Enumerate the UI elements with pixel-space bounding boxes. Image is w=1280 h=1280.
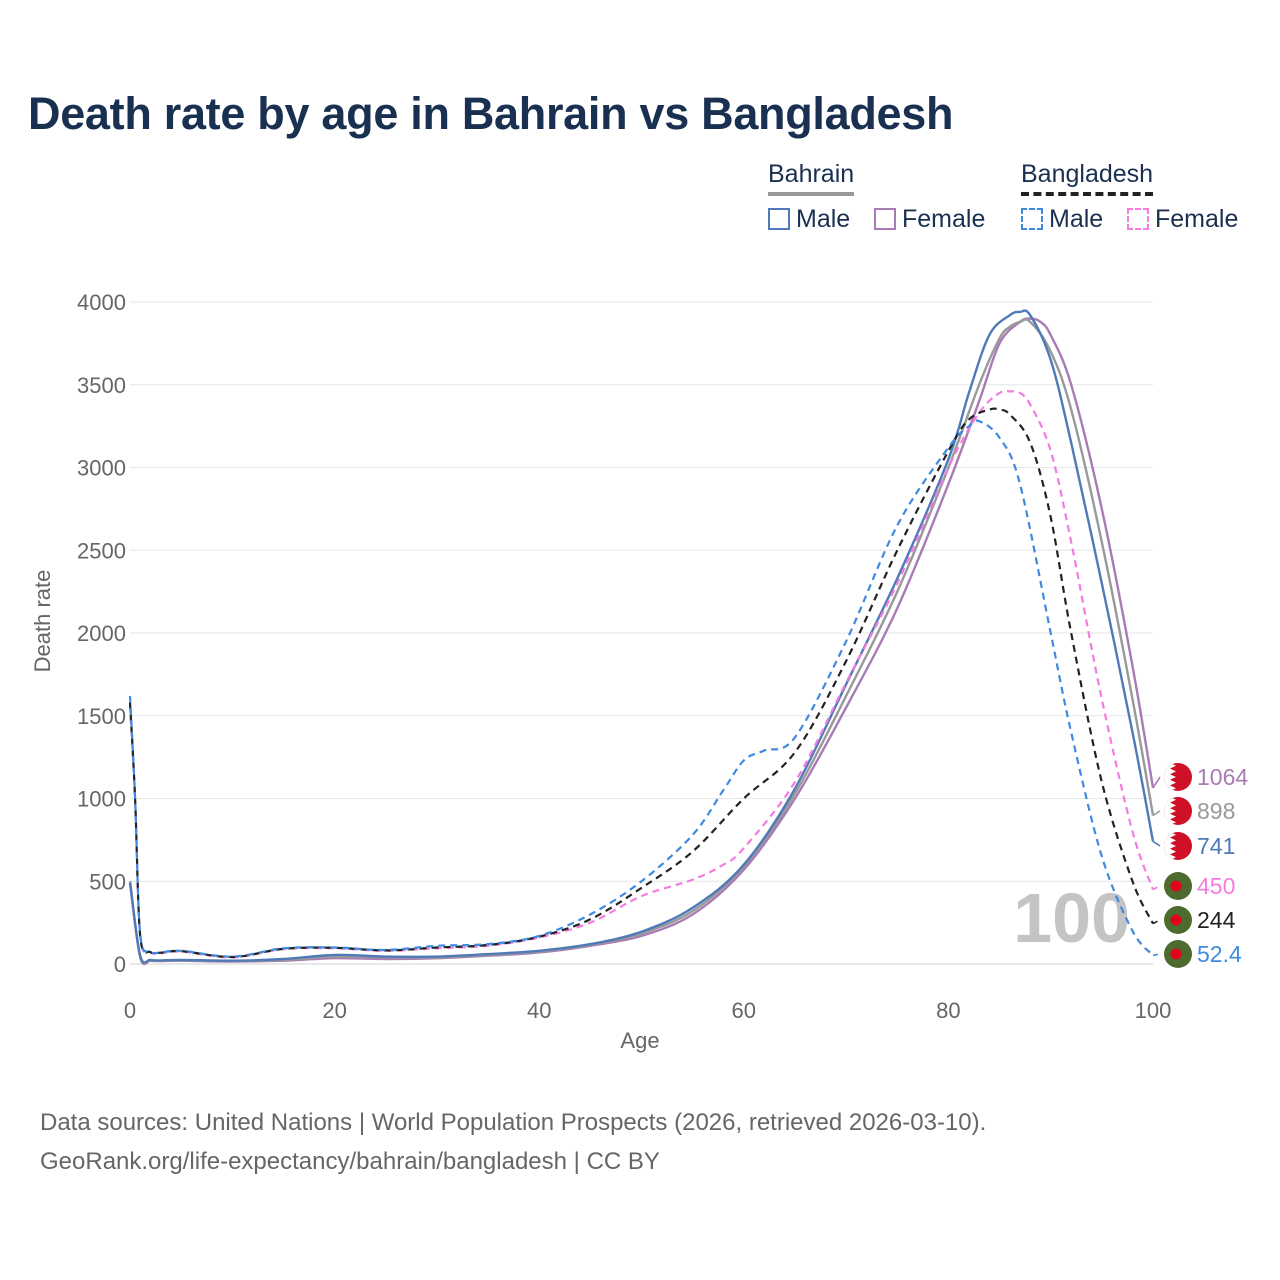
end-connector xyxy=(1152,919,1161,925)
end-value-label: 450 xyxy=(1197,873,1235,899)
legend-group-title-bangladesh: Bangladesh xyxy=(1021,160,1154,196)
end-connector xyxy=(1152,953,1161,957)
series-line-bahrain-total[interactable] xyxy=(128,318,1155,965)
x-axis-title: Age xyxy=(620,1028,659,1053)
y-tick-label: 2500 xyxy=(77,538,126,563)
legend-label-bangladesh-male: Male xyxy=(1049,204,1104,233)
bahrain-flag-icon xyxy=(1164,832,1192,860)
x-tick-label: 40 xyxy=(527,998,551,1023)
legend-item-bahrain-male[interactable]: Male xyxy=(768,204,850,234)
legend-label-bangladesh-female: Female xyxy=(1155,204,1239,233)
legend-item-bangladesh-male[interactable]: Male xyxy=(1021,204,1103,234)
series-line-bangladesh-male[interactable] xyxy=(128,419,1154,958)
end-connector xyxy=(1152,810,1161,817)
x-tick-label: 20 xyxy=(322,998,346,1023)
x-tick-label: 80 xyxy=(936,998,960,1023)
y-tick-label: 3000 xyxy=(77,456,126,481)
y-tick-label: 1500 xyxy=(77,704,126,729)
y-axis-title: Death rate xyxy=(30,570,55,673)
y-tick-label: 2000 xyxy=(77,621,126,646)
bahrain-flag-icon xyxy=(1164,797,1192,825)
end-value-label: 898 xyxy=(1197,798,1235,824)
series-line-bangladesh-total[interactable] xyxy=(128,407,1154,959)
chart-title: Death rate by age in Bahrain vs Banglade… xyxy=(28,88,954,139)
legend-group-title-bahrain: Bahrain xyxy=(768,160,855,196)
x-tick-label: 100 xyxy=(1135,998,1172,1023)
y-tick-label: 3500 xyxy=(77,373,126,398)
x-tick-label: 0 xyxy=(124,998,136,1023)
end-connector xyxy=(1152,885,1161,891)
legend-item-bahrain-female[interactable]: Female xyxy=(874,204,985,234)
end-value-label: 244 xyxy=(1197,907,1236,933)
bahrain-flag-icon xyxy=(1164,763,1192,791)
bangladesh-flag-icon xyxy=(1164,940,1192,968)
legend-swatch-bangladesh-female xyxy=(1127,208,1149,230)
footer-url[interactable]: GeoRank.org/life-expectancy/bahrain/bang… xyxy=(40,1148,660,1175)
legend-swatch-bangladesh-male xyxy=(1021,208,1043,230)
footer-sources: Data sources: United Nations | World Pop… xyxy=(40,1109,987,1136)
end-value-label: 52.4 xyxy=(1197,941,1242,967)
legend-label-bahrain-female: Female xyxy=(902,204,986,233)
y-tick-label: 0 xyxy=(114,952,126,977)
y-tick-label: 500 xyxy=(89,869,126,894)
end-connector xyxy=(1152,776,1161,789)
y-tick-label: 1000 xyxy=(77,787,126,812)
end-value-label: 741 xyxy=(1197,833,1235,859)
current-age-watermark: 100 xyxy=(1013,879,1130,957)
legend-swatch-bahrain-male xyxy=(768,208,790,230)
series-line-bangladesh-female[interactable] xyxy=(128,389,1155,959)
series-line-bahrain-female[interactable] xyxy=(128,317,1155,966)
bangladesh-flag-icon xyxy=(1164,872,1192,900)
legend-swatch-bahrain-female xyxy=(874,208,896,230)
end-connector xyxy=(1152,840,1161,847)
legend-item-bangladesh-female[interactable]: Female xyxy=(1127,204,1238,234)
y-tick-label: 4000 xyxy=(77,290,126,315)
series-line-bahrain-male[interactable] xyxy=(128,309,1155,964)
end-value-label: 1064 xyxy=(1197,764,1248,790)
bangladesh-flag-icon xyxy=(1164,906,1192,934)
x-tick-label: 60 xyxy=(732,998,756,1023)
legend-label-bahrain-male: Male xyxy=(796,204,851,233)
